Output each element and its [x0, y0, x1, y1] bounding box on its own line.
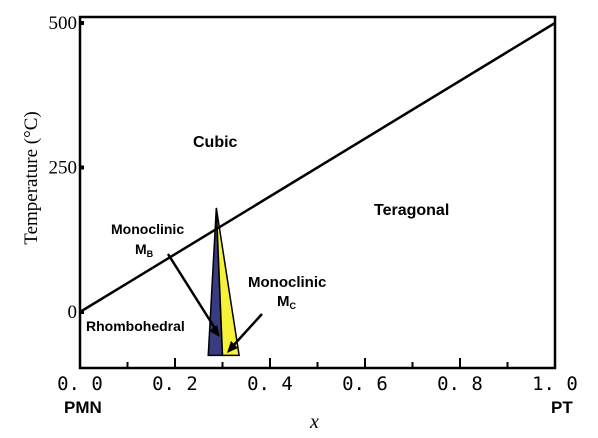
cubic-label: Cubic — [193, 134, 238, 151]
monoclinic-b-arrowhead — [209, 325, 220, 337]
x-tick-label: 0. 6 — [342, 373, 388, 395]
x-axis-ticks: 0. 0 0. 2 0. 4 0. 6 0. 8 1. 0 — [57, 358, 578, 395]
pmn-label: PMN — [64, 398, 102, 417]
monoclinic-c-arrowhead — [227, 341, 238, 353]
x-axis-title: x — [309, 411, 319, 433]
plot-frame — [78, 15, 557, 370]
y-axis-ticks: 0 250 500 — [49, 13, 84, 323]
x-tick-label: 1. 0 — [532, 373, 578, 395]
y-tick-label: 500 — [49, 13, 78, 34]
rhombohedral-label: Rhombohedral — [86, 318, 185, 334]
monoclinic-b-arrow — [166, 253, 218, 331]
monoclinic-b-label: Monoclinic — [111, 221, 184, 237]
x-tick-label: 0. 0 — [57, 373, 103, 395]
monoclinic-c-region — [215, 207, 240, 357]
y-axis-title: Temperature (°C) — [21, 111, 42, 244]
pt-label: PT — [551, 398, 573, 417]
monoclinic-c-arrow — [231, 313, 263, 348]
x-tick-label: 0. 4 — [247, 373, 293, 395]
monoclinic-b-symbol: MB — [135, 241, 154, 259]
x-tick-label: 0. 8 — [437, 373, 483, 395]
x-tick-label: 0. 2 — [152, 373, 198, 395]
cubic-tetragonal-boundary — [79, 21, 556, 314]
monoclinic-c-label: Monoclinic — [248, 274, 326, 291]
y-tick-label: 250 — [49, 158, 78, 179]
y-tick-label: 0 — [68, 302, 78, 323]
tetragonal-label: Teragonal — [374, 202, 449, 219]
monoclinic-c-symbol: MC — [277, 293, 297, 311]
